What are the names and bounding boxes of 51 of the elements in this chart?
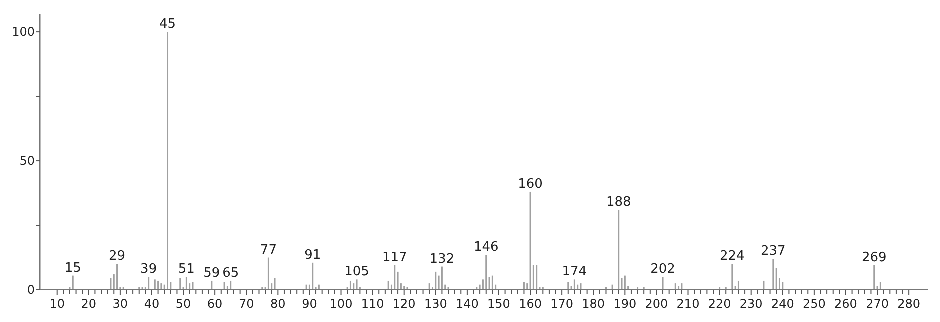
- annotation: 29: [109, 249, 126, 264]
- y-tick-label: 0: [27, 283, 35, 297]
- annotation: 269: [862, 250, 887, 266]
- x-tick-label: 150: [488, 297, 510, 311]
- x-tick-label: 100: [330, 297, 353, 311]
- annotation: 45: [159, 17, 176, 32]
- x-tick-label: 250: [802, 297, 826, 311]
- x-tick-label: 240: [771, 297, 794, 311]
- annotation: 146: [474, 240, 499, 256]
- x-tick-label: 80: [270, 297, 286, 311]
- annotation: 105: [344, 264, 370, 280]
- x-tick-label: 90: [302, 297, 318, 311]
- annotation: 132: [430, 252, 455, 267]
- x-tick-label: 170: [550, 297, 574, 311]
- x-tick-label: 180: [582, 297, 606, 311]
- x-tick-label: 50: [176, 297, 192, 311]
- x-tick-label: 160: [519, 297, 542, 311]
- x-tick-label: 20: [81, 297, 97, 311]
- x-tick-label: 280: [898, 297, 921, 311]
- x-tick-label: 130: [424, 297, 448, 311]
- x-tick-label: 210: [676, 297, 700, 311]
- x-tick-label: 220: [708, 297, 732, 311]
- x-tick-label: 60: [207, 297, 223, 311]
- annotation: 117: [382, 250, 408, 266]
- y-tick-label: 100: [12, 25, 35, 40]
- annotation: 77: [260, 242, 277, 258]
- x-tick-label: 270: [866, 297, 889, 311]
- annotation: 65: [222, 266, 240, 281]
- x-tick-label: 260: [834, 297, 858, 311]
- x-tick-label: 110: [361, 297, 384, 311]
- annotation: 91: [304, 248, 322, 263]
- x-tick-label: 40: [144, 297, 160, 311]
- x-tick-label: 10: [50, 297, 65, 311]
- x-tick-label: 70: [238, 297, 254, 311]
- x-tick-label: 200: [645, 297, 668, 311]
- annotation: 202: [650, 262, 676, 278]
- x-tick-label: 120: [392, 297, 416, 311]
- annotation: 237: [761, 244, 786, 260]
- annotation: 160: [518, 176, 543, 192]
- annotation: 59: [204, 266, 220, 281]
- y-tick-label: 50: [20, 154, 35, 168]
- x-tick-label: 30: [112, 297, 128, 311]
- annotation: 39: [140, 262, 158, 278]
- x-tick-label: 140: [456, 297, 479, 311]
- annotation: 224: [720, 249, 745, 264]
- x-tick-label: 190: [614, 297, 637, 311]
- annotation: 188: [606, 195, 632, 210]
- annotation: 174: [562, 264, 588, 280]
- x-tick-label: 230: [740, 297, 763, 311]
- annotation: 51: [178, 262, 195, 278]
- annotation: 15: [64, 260, 82, 276]
